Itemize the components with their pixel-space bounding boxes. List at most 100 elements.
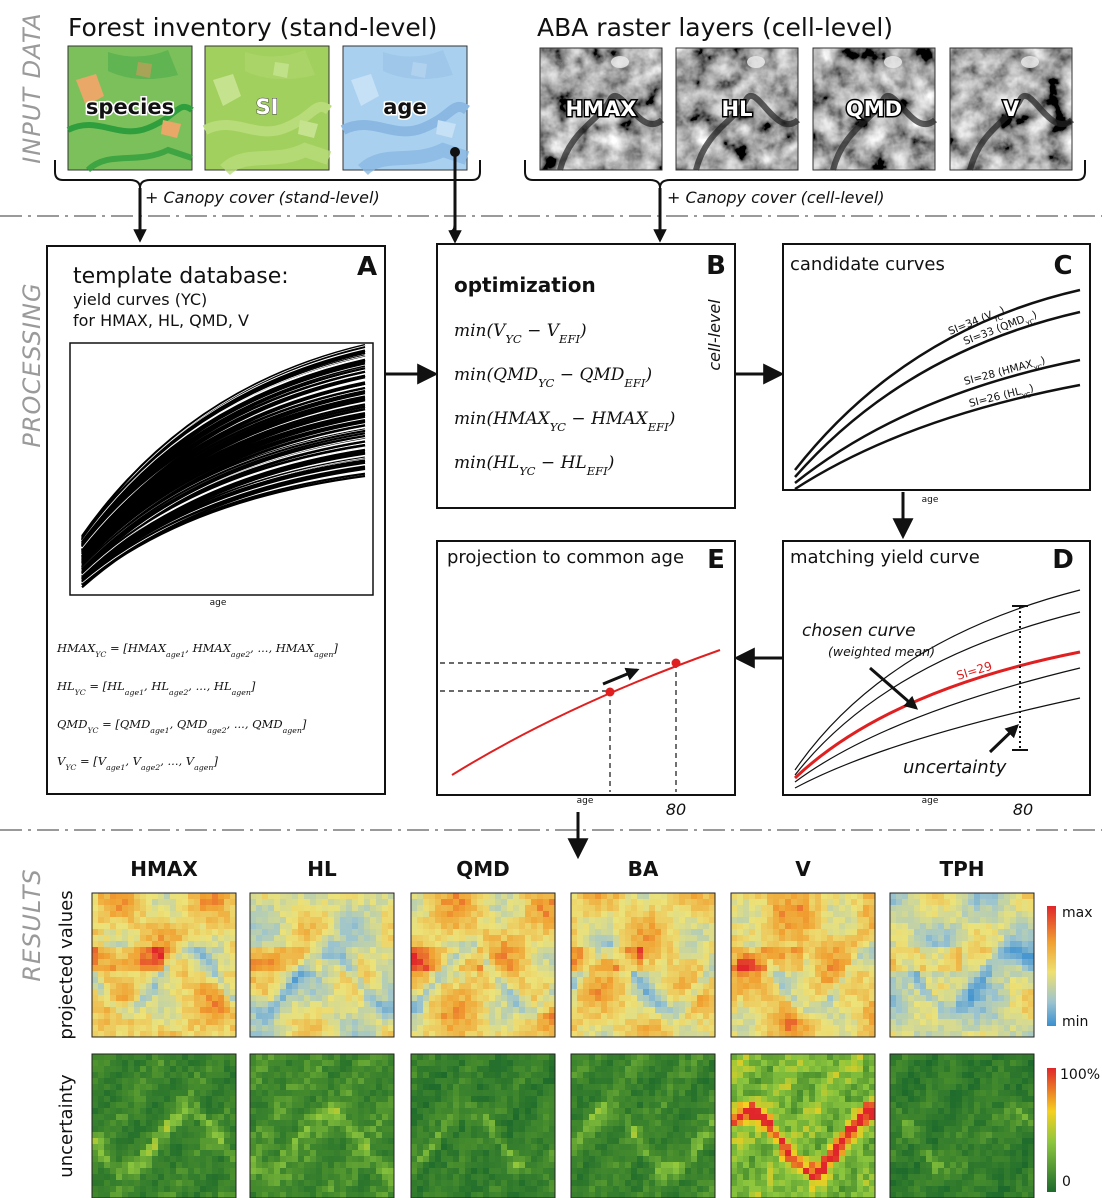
map-cell [92,917,98,923]
map-cell [537,1007,543,1013]
map-cell [146,1054,152,1060]
map-cell [268,1072,274,1078]
map-cell [188,923,194,929]
map-cell [322,953,328,959]
map-cell [519,1126,525,1132]
map-cell [182,1144,188,1150]
map-cell [417,1144,423,1150]
map-cell [218,1001,224,1007]
map-cell [328,1174,334,1180]
tile-label: SI [256,95,279,119]
group-title: ABA raster layers (cell-level) [537,13,893,42]
map-cell [364,1102,370,1108]
map-cell [525,911,531,917]
map-cell [583,959,589,965]
map-cell [417,947,423,953]
map-cell [441,971,447,977]
map-cell [158,953,164,959]
map-cell [577,935,583,941]
map-cell [513,989,519,995]
map-cell [122,1162,128,1168]
map-cell [152,1007,158,1013]
map-cell [519,899,525,905]
map-cell [577,1126,583,1132]
map-cell [571,1168,577,1174]
map-cell [709,1150,715,1156]
map-cell [182,905,188,911]
map-cell [767,899,773,905]
map-cell [631,1096,637,1102]
map-cell [158,1108,164,1114]
map-cell [206,917,212,923]
map-cell [170,1060,176,1066]
map-cell [388,923,394,929]
map-cell [703,923,709,929]
map-cell [104,1120,110,1126]
map-cell [116,1031,122,1037]
map-cell [128,917,134,923]
map-cell [595,1013,601,1019]
map-cell [453,923,459,929]
map-cell [280,1001,286,1007]
map-cell [200,1162,206,1168]
map-cell [577,1192,583,1198]
map-cell [364,1025,370,1031]
map-cell [471,989,477,995]
map-cell [140,1180,146,1186]
map-cell [525,1054,531,1060]
map-cell [673,989,679,995]
map-cell [170,1066,176,1072]
map-cell [256,1078,262,1084]
map-cell [146,953,152,959]
map-cell [673,923,679,929]
map-cell [643,917,649,923]
map-cell [495,977,501,983]
map-cell [661,1102,667,1108]
map-cell [471,929,477,935]
map-cell [152,935,158,941]
map-cell [453,899,459,905]
map-cell [164,977,170,983]
map-cell [206,1108,212,1114]
map-cell [224,929,230,935]
map-cell [92,899,98,905]
map-cell [352,1138,358,1144]
map-cell [292,1096,298,1102]
map-cell [376,1066,382,1072]
map-cell [549,917,555,923]
map-cell [447,1102,453,1108]
map-cell [256,965,262,971]
map-cell [164,1090,170,1096]
map-cell [164,1168,170,1174]
map-cell [182,1054,188,1060]
map-cell [797,899,803,905]
map-cell [435,899,441,905]
map-cell [194,989,200,995]
map-cell [352,1150,358,1156]
map-cell [441,1013,447,1019]
map-cell [643,923,649,929]
map-cell [116,1120,122,1126]
map-cell [601,1114,607,1120]
map-cell [256,1186,262,1192]
map-cell [122,1192,128,1198]
map-cell [268,989,274,995]
map-cell [298,977,304,983]
map-cell [268,1019,274,1025]
map-cell [340,1114,346,1120]
map-cell [643,1072,649,1078]
map-cell [340,893,346,899]
map-cell [140,1019,146,1025]
map-cell [146,899,152,905]
map-cell [376,965,382,971]
map-cell [435,989,441,995]
map-cell [340,1013,346,1019]
map-cell [292,1013,298,1019]
map-cell [513,917,519,923]
map-cell [673,1192,679,1198]
map-cell [489,1180,495,1186]
map-cell [537,1102,543,1108]
map-cell [495,989,501,995]
map-cell [382,1078,388,1084]
map-cell [549,977,555,983]
